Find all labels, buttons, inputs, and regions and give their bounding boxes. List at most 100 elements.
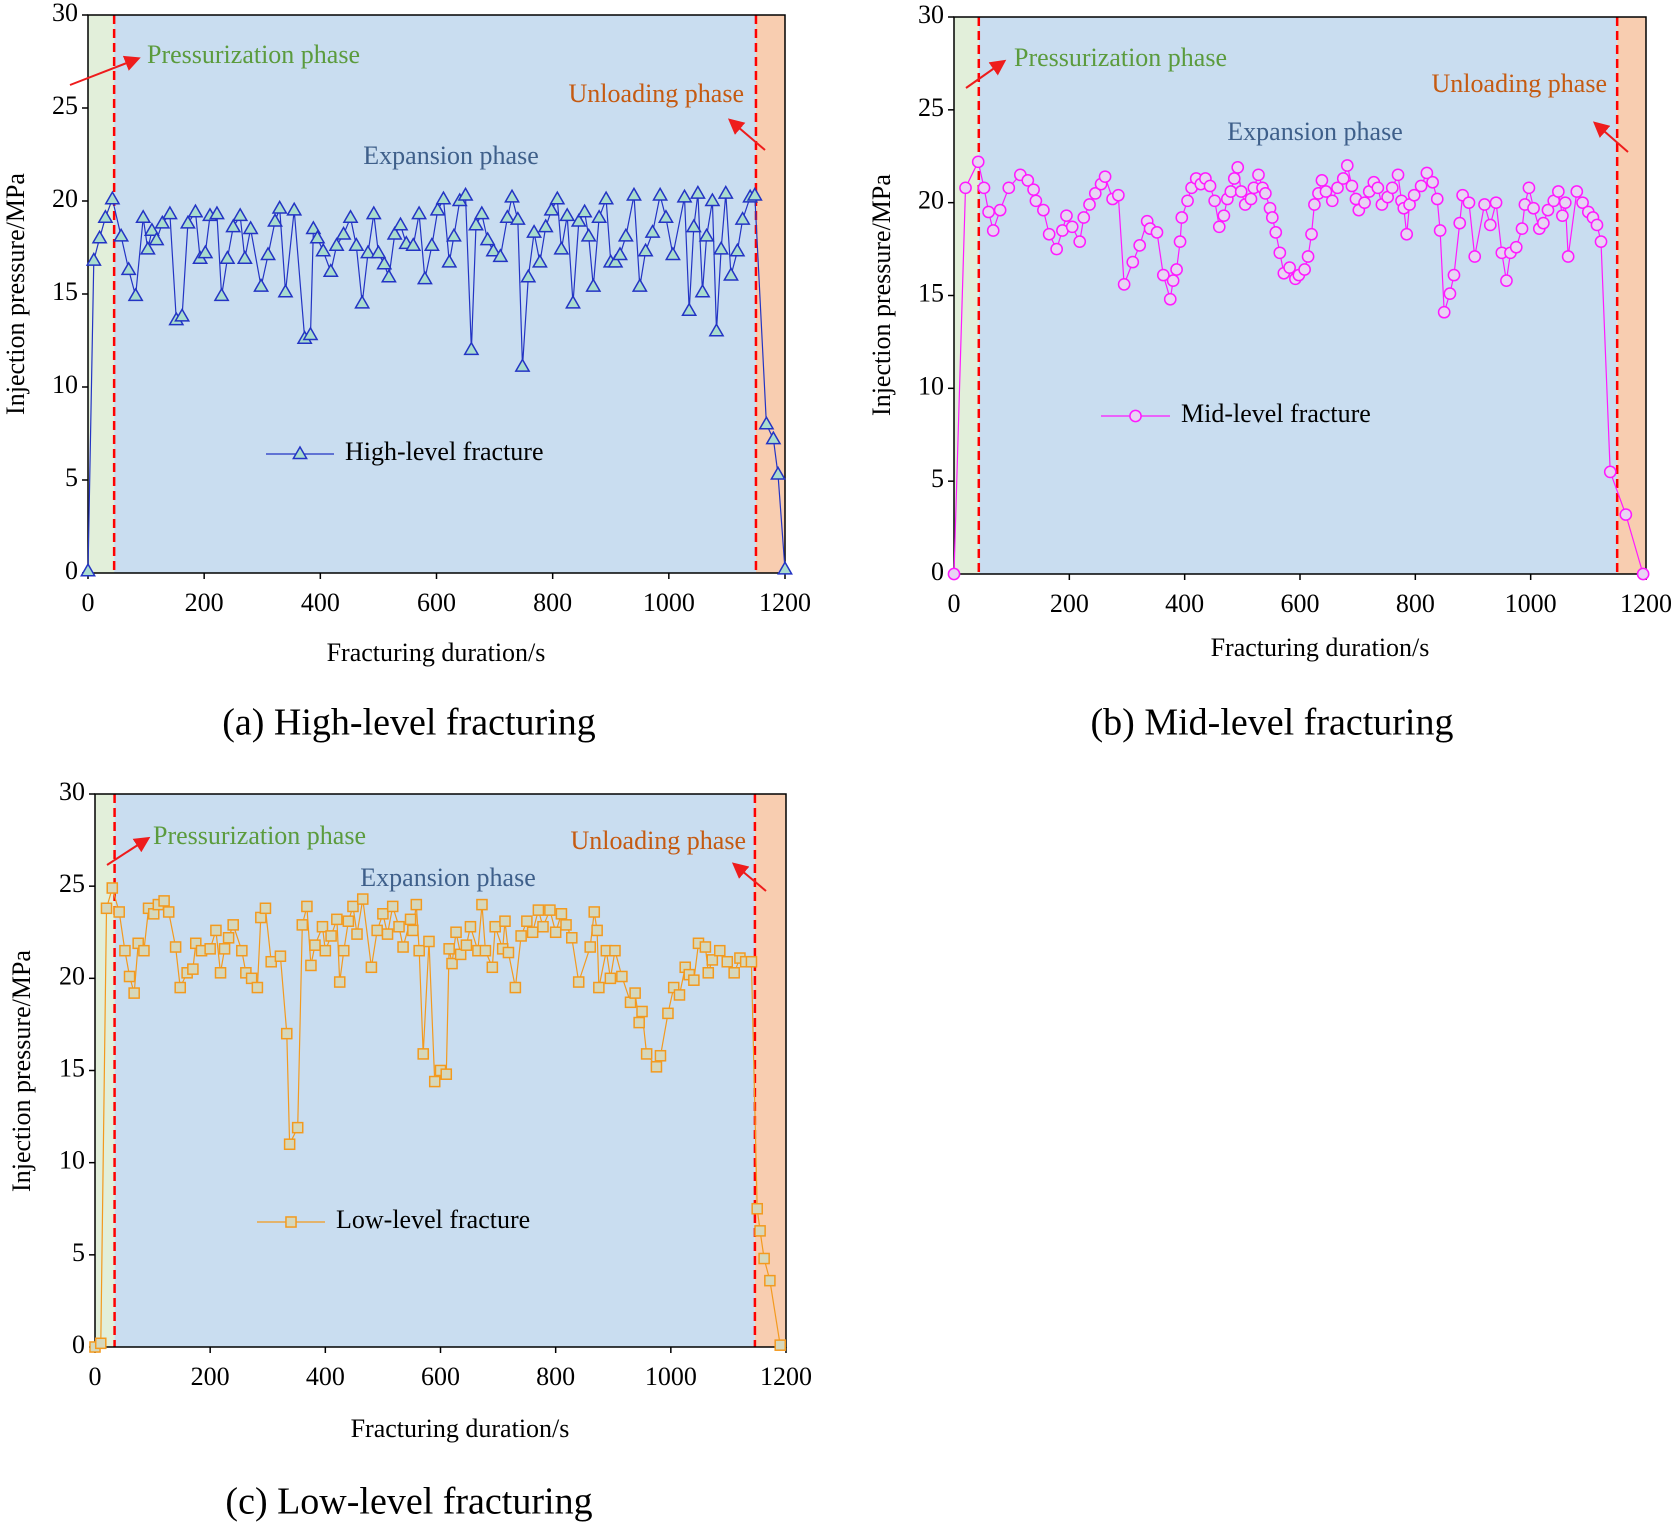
marker <box>267 212 283 227</box>
x-tick-label: 200 <box>1050 589 1089 618</box>
y-tick-label: 5 <box>65 463 78 492</box>
marker <box>544 904 556 916</box>
marker <box>584 941 597 953</box>
marker <box>1259 187 1272 200</box>
marker <box>770 465 786 480</box>
marker <box>1212 220 1226 234</box>
marker <box>219 250 236 264</box>
marker <box>492 248 509 263</box>
phase-region <box>978 17 1618 574</box>
marker <box>1570 185 1584 198</box>
marker <box>713 240 730 255</box>
marker <box>1181 194 1194 208</box>
y-tick-label: 20 <box>52 184 78 213</box>
marker <box>274 950 287 963</box>
marker <box>617 227 634 242</box>
marker <box>585 278 602 292</box>
marker <box>532 904 545 916</box>
marker <box>411 205 428 220</box>
marker <box>392 216 409 231</box>
marker <box>1315 174 1329 187</box>
legend-marker <box>285 1216 297 1228</box>
marker <box>777 560 793 575</box>
marker <box>754 1225 766 1237</box>
marker <box>1576 196 1589 210</box>
marker <box>354 294 371 309</box>
marker <box>702 967 715 979</box>
marker <box>1391 168 1405 182</box>
legend-marker <box>1129 409 1142 423</box>
marker <box>1234 185 1248 198</box>
legend-label: Low-level fracture <box>336 1205 530 1234</box>
marker <box>723 266 739 281</box>
marker <box>1443 287 1457 300</box>
marker <box>1515 222 1529 236</box>
marker <box>416 270 433 285</box>
marker <box>1558 196 1572 210</box>
marker <box>1077 211 1091 224</box>
arrow <box>1592 121 1629 153</box>
panel-title: (b) Mid-level fracturing <box>1091 702 1454 744</box>
marker <box>393 920 405 933</box>
marker <box>143 222 160 237</box>
marker <box>305 220 322 235</box>
marker <box>428 1075 441 1088</box>
marker <box>1273 246 1287 260</box>
marker <box>1060 209 1073 223</box>
marker <box>291 1121 304 1134</box>
marker <box>758 1252 770 1265</box>
marker <box>765 430 782 445</box>
marker <box>1430 192 1444 206</box>
marker <box>694 283 711 298</box>
phase-label: Expansion phase <box>1227 117 1402 146</box>
marker <box>1173 235 1187 249</box>
panel: 0 5 10 15 20 25 30 0 200 400 600 800 1000 1200 Fractur… <box>1 0 811 744</box>
marker <box>489 920 501 933</box>
marker <box>342 209 359 224</box>
x-tick-label: 1000 <box>645 1362 697 1391</box>
marker <box>443 943 455 955</box>
x-tick-label: 400 <box>1165 589 1204 618</box>
marker <box>774 1339 787 1351</box>
marker <box>728 967 740 979</box>
marker <box>514 358 531 372</box>
marker <box>1098 170 1112 184</box>
marker <box>1509 240 1523 254</box>
marker <box>232 207 249 222</box>
y-tick-label: 10 <box>59 1146 85 1175</box>
marker <box>405 237 422 251</box>
marker <box>119 944 131 957</box>
marker <box>1537 216 1550 230</box>
marker <box>1027 183 1040 197</box>
marker <box>1283 261 1296 274</box>
marker <box>351 928 363 940</box>
marker <box>612 246 628 261</box>
marker <box>1551 185 1565 198</box>
marker <box>135 209 152 224</box>
marker <box>664 246 681 261</box>
y-axis-label: Injection pressure/MPa <box>7 950 36 1192</box>
x-axis-label: Fracturing duration/s <box>351 1414 570 1443</box>
marker <box>729 242 746 257</box>
marker <box>1453 216 1467 230</box>
marker <box>555 908 568 920</box>
marker <box>593 981 605 994</box>
marker <box>588 906 601 918</box>
x-tick-label: 1200 <box>759 588 811 617</box>
marker <box>139 240 156 255</box>
phase-label: Expansion phase <box>360 863 535 892</box>
marker <box>280 1027 293 1040</box>
marker <box>296 919 309 931</box>
marker <box>713 944 726 957</box>
marker <box>499 209 516 224</box>
x-axis-label: Fracturing duration/s <box>327 638 546 667</box>
marker <box>1345 179 1359 193</box>
marker <box>120 261 137 276</box>
marker <box>127 287 144 302</box>
marker <box>335 225 352 240</box>
marker <box>609 944 621 957</box>
marker <box>706 954 719 966</box>
marker <box>509 981 522 994</box>
marker <box>959 181 972 195</box>
marker <box>1447 268 1461 282</box>
